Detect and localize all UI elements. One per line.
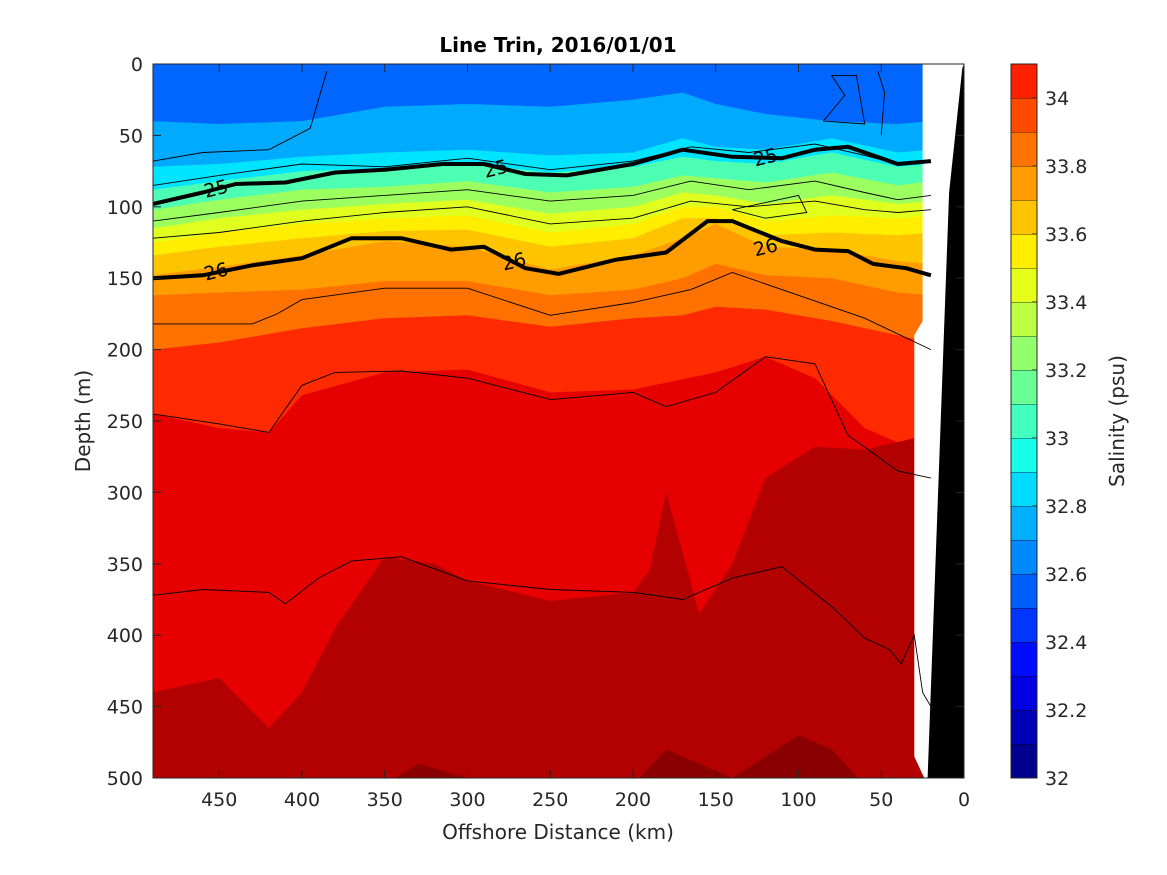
y-tick-label: 100 <box>107 197 143 219</box>
y-tick-label: 250 <box>107 411 143 433</box>
colorbar-segment <box>1011 336 1037 370</box>
land-mask <box>927 64 964 778</box>
y-tick-label: 200 <box>107 340 143 362</box>
x-tick-label: 150 <box>698 789 734 811</box>
colorbar-segment <box>1011 438 1037 472</box>
x-tick-label: 100 <box>780 789 816 811</box>
colorbar-tick-label: 34 <box>1045 88 1069 110</box>
x-tick-label: 250 <box>532 789 568 811</box>
y-tick-label: 350 <box>107 554 143 576</box>
y-tick-label: 50 <box>119 125 143 147</box>
colorbar-label: Salinity (psu) <box>1105 355 1129 487</box>
x-axis-label: Offshore Distance (km) <box>442 820 674 844</box>
y-axis-ticks: 0 50 100 150 200 250 300 350 400 450 500 <box>107 54 964 790</box>
colorbar-tick-label: 33.8 <box>1045 156 1087 178</box>
thin-contour-7 <box>732 194 808 219</box>
colorbar: 32 32.2 32.4 32.6 32.8 33 33.2 33.4 33.6 33.8 34 <box>1010 63 1087 790</box>
x-tick-label: 450 <box>201 789 237 811</box>
colorbar-tick-label: 33.2 <box>1045 360 1087 382</box>
salinity-fill-layers <box>153 64 964 778</box>
colorbar-tick-label: 32.6 <box>1045 564 1087 586</box>
colorbar-segment <box>1011 506 1037 540</box>
colorbar-segment <box>1011 268 1037 302</box>
y-axis-label: Depth (m) <box>71 370 95 472</box>
thin-contour-1 <box>153 143 931 186</box>
colorbar-segment <box>1011 302 1037 336</box>
density-thin-contours <box>153 70 932 707</box>
x-tick-label: 300 <box>449 789 485 811</box>
y-tick-label: 450 <box>107 697 143 719</box>
colorbar-tick-label: 32.2 <box>1045 700 1087 722</box>
x-tick-label: 50 <box>869 789 893 811</box>
colorbar-segment <box>1011 166 1037 200</box>
colorbar-segment <box>1011 64 1037 98</box>
colorbar-segment <box>1011 574 1037 608</box>
y-tick-label: 300 <box>107 482 143 504</box>
colorbar-tick-label: 32 <box>1045 768 1069 790</box>
thin-contour-5 <box>153 356 931 479</box>
thin-contour-6 <box>153 556 932 707</box>
x-axis-ticks: 450 400 350 300 250 200 150 100 50 0 <box>201 64 970 811</box>
bold-contour-25 <box>153 144 932 206</box>
colorbar-tick-label: 33 <box>1045 428 1069 450</box>
thin-contour-8 <box>822 74 866 125</box>
x-tick-label: 200 <box>615 789 651 811</box>
y-tick-label: 0 <box>131 54 143 76</box>
colorbar-tick-label: 32.4 <box>1045 632 1087 654</box>
x-tick-label: 400 <box>284 789 320 811</box>
thin-contour-3 <box>153 200 931 239</box>
bold-contour-26 <box>153 219 932 281</box>
colorbar-segment <box>1011 710 1037 744</box>
colorbar-segment <box>1011 676 1037 710</box>
salinity-layer-13 <box>395 735 859 778</box>
x-tick-label: 350 <box>367 789 403 811</box>
salinity-layer-12 <box>153 438 964 778</box>
colorbar-frame <box>1010 63 1038 779</box>
colorbar-segment <box>1011 642 1037 676</box>
colorbar-segment <box>1011 472 1037 506</box>
colorbar-tick-label: 32.8 <box>1045 496 1087 518</box>
y-tick-label: 500 <box>107 768 143 790</box>
colorbar-segment <box>1011 744 1037 778</box>
colorbar-segment <box>1011 540 1037 574</box>
coastline-mask <box>911 64 964 778</box>
colorbar-segment <box>1011 132 1037 166</box>
y-tick-label: 150 <box>107 268 143 290</box>
chart-title: Line Trin, 2016/01/01 <box>439 33 676 57</box>
colorbar-segment <box>1011 608 1037 642</box>
colorbar-segment <box>1011 200 1037 234</box>
thin-contour-9 <box>877 70 886 136</box>
colorbar-segment <box>1011 404 1037 438</box>
thin-contour-4 <box>153 272 932 351</box>
colorbar-tick-label: 33.6 <box>1045 224 1087 246</box>
thin-contour-2 <box>153 180 931 222</box>
x-tick-label: 0 <box>958 789 970 811</box>
y-tick-label: 400 <box>107 625 143 647</box>
colorbar-segment <box>1011 98 1037 132</box>
colorbar-tick-label: 33.4 <box>1045 292 1087 314</box>
colorbar-segment <box>1011 370 1037 404</box>
thin-contour-0 <box>153 70 328 162</box>
colorbar-segment <box>1011 234 1037 268</box>
